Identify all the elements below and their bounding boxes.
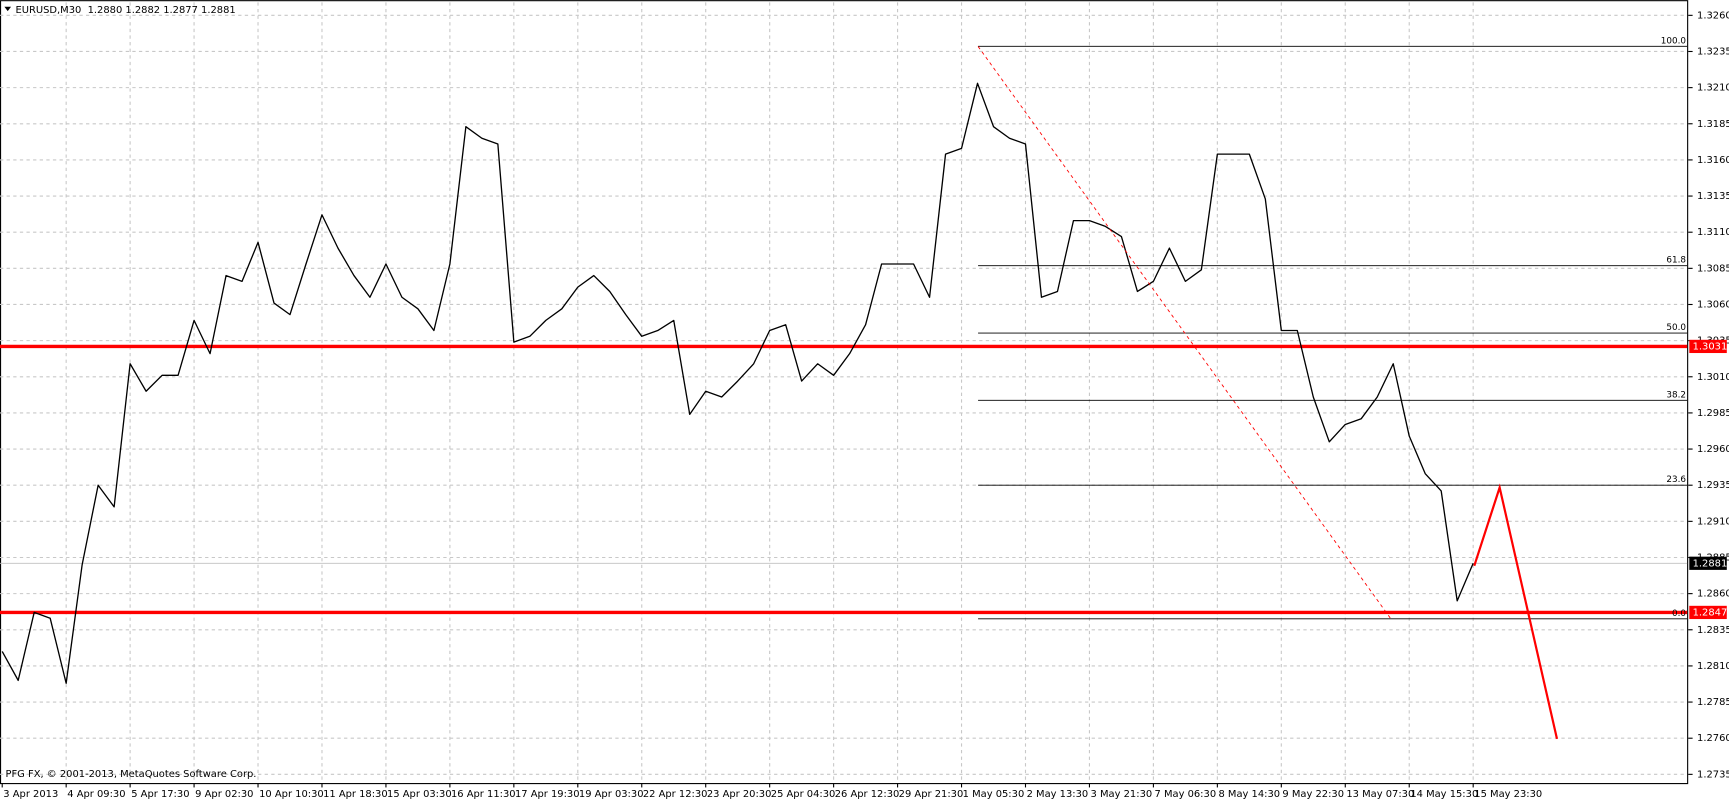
y-tick-label: 1.3160 [1697, 155, 1729, 166]
x-tick-label: 8 May 14:30 [1218, 789, 1280, 800]
x-tick-label: 25 Apr 04:30 [771, 789, 836, 800]
y-tick-label: 1.3185 [1697, 119, 1729, 130]
fib-label: 50.0 [1666, 323, 1686, 333]
y-tick-label: 1.2985 [1697, 408, 1729, 419]
x-tick-label: 10 Apr 10:30 [259, 789, 324, 800]
current-price-box [1689, 556, 1727, 570]
y-tick-label: 1.3085 [1697, 263, 1729, 274]
x-tick-label: 9 May 22:30 [1282, 789, 1344, 800]
price-label: 1.2847 [1693, 607, 1728, 618]
x-tick-label: 26 Apr 12:30 [835, 789, 900, 800]
menu-arrow [4, 6, 12, 12]
x-tick-label: 16 Apr 11:30 [451, 789, 516, 800]
labels: 1.3260 1.3235 1.3210 1.3185 1.3160 1.3135 1.31… [3, 10, 1729, 800]
x-tick-label: 29 Apr 21:30 [899, 789, 964, 800]
x-tick-label: 23 Apr 20:30 [707, 789, 772, 800]
x-tick-label: 13 May 07:30 [1346, 789, 1414, 800]
y-tick-label: 1.3060 [1697, 299, 1729, 310]
x-tick-label: 7 May 06:30 [1155, 789, 1217, 800]
y-tick-label: 1.2860 [1697, 589, 1729, 600]
price-line [1, 82, 1474, 684]
copyright: PFG FX, © 2001-2013, MetaQuotes Software… [6, 769, 257, 780]
y-tick-label: 1.2835 [1697, 625, 1729, 636]
price-label-box [1689, 339, 1727, 354]
y-tick-label: 1.3135 [1697, 191, 1729, 202]
fib-label: 100.0 [1661, 36, 1687, 46]
fib-label: 23.6 [1666, 475, 1686, 485]
fib-label: 61.8 [1666, 256, 1686, 266]
y-tick-label: 1.2910 [1697, 516, 1729, 527]
x-tick-label: 2 May 13:30 [1027, 789, 1089, 800]
y-tick-label: 1.2935 [1697, 480, 1729, 491]
x-tick-label: 15 May 23:30 [1474, 789, 1542, 800]
price-label: 1.3031 [1693, 341, 1728, 352]
projection-line [1473, 483, 1559, 740]
fib-label: 0.0 [1672, 609, 1686, 619]
x-tick-label: 22 Apr 12:30 [643, 789, 708, 800]
y-tick-label: 1.3010 [1697, 372, 1729, 383]
y-tick-label: 1.2735 [1697, 769, 1729, 780]
y-tick-label: 1.3260 [1697, 10, 1729, 21]
trend-line [977, 46, 1392, 621]
x-tick-label: 15 Apr 03:30 [387, 789, 452, 800]
x-tick-label: 1 May 05:30 [963, 789, 1025, 800]
plot-frame [0, 0, 1689, 785]
x-tick-label: 3 Apr 2013 [3, 789, 58, 800]
y-tick-label: 1.2785 [1697, 697, 1729, 708]
fib-label: 38.2 [1666, 390, 1686, 400]
chart-title: EURUSD,M30 1.2880 1.2882 1.2877 1.2881 [15, 5, 235, 16]
x-tick-label: 9 Apr 02:30 [195, 789, 253, 800]
x-tick-label: 5 Apr 17:30 [131, 789, 189, 800]
y-tick-label: 1.3235 [1697, 46, 1729, 57]
x-tick-label: 14 May 15:30 [1410, 789, 1478, 800]
y-tick-label: 1.2810 [1697, 661, 1729, 672]
y-tick-label: 1.3110 [1697, 227, 1729, 238]
price-label-box [1689, 605, 1727, 620]
x-tick-label: 3 May 21:30 [1091, 789, 1153, 800]
y-tick-label: 1.3210 [1697, 83, 1729, 94]
x-tick-label: 4 Apr 09:30 [67, 789, 125, 800]
current-price-label: 1.2881 [1693, 558, 1728, 569]
marks [0, 45, 1688, 684]
x-tick-label: 17 Apr 19:30 [515, 789, 580, 800]
x-tick-label: 19 Apr 03:30 [579, 789, 644, 800]
y-tick-label: 1.2760 [1697, 733, 1729, 744]
x-tick-label: 11 Apr 18:30 [323, 789, 388, 800]
y-tick-label: 1.2960 [1697, 444, 1729, 455]
